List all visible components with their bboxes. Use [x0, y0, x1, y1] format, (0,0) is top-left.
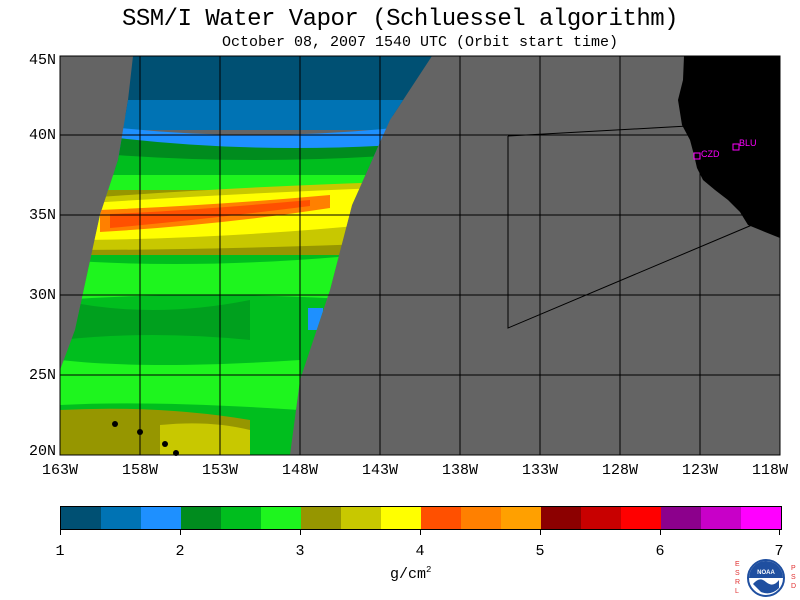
logo-center-text: NOAA [757, 570, 775, 576]
lat-label: 35N [28, 207, 56, 224]
logo-left-text: E [735, 561, 740, 568]
units-label: g/cm2 [390, 565, 431, 583]
lon-label: 123W [681, 462, 718, 479]
color-scale-bar [60, 506, 782, 530]
colorbar-segment [541, 507, 581, 529]
colorbar-segment [61, 507, 101, 529]
colorbar-tick [180, 529, 181, 535]
map-frame [59, 55, 781, 456]
lat-label: 30N [28, 287, 56, 304]
lat-label: 25N [28, 367, 56, 384]
colorbar-segment [181, 507, 221, 529]
colorbar-segment [301, 507, 341, 529]
units-base: g/cm [390, 566, 427, 583]
colorbar-segment [581, 507, 621, 529]
colorbar-tick [540, 529, 541, 535]
map-subtitle: October 08, 2007 1540 UTC (Orbit start t… [221, 34, 619, 51]
lat-label: 45N [28, 52, 56, 69]
lon-label: 158W [121, 462, 158, 479]
colorbar-label: 4 [415, 543, 425, 560]
colorbar-segment [661, 507, 701, 529]
map-title: SSM/I Water Vapor (Schluessel algorithm) [121, 6, 679, 33]
svg-text:R: R [735, 579, 740, 586]
svg-text:S: S [735, 570, 740, 577]
station-blu: BLU [732, 138, 757, 151]
colorbar-segment [261, 507, 301, 529]
lon-label: 118W [751, 462, 788, 479]
colorbar-segment [101, 507, 141, 529]
lon-label: 143W [361, 462, 398, 479]
colorbar-segment [341, 507, 381, 529]
colorbar-segment [221, 507, 261, 529]
lon-label: 153W [201, 462, 238, 479]
lon-label: 148W [281, 462, 318, 479]
region-outline [507, 136, 753, 329]
colorbar-segment [741, 507, 781, 529]
lat-label: 40N [28, 127, 56, 144]
colorbar-segment [501, 507, 541, 529]
svg-text:P: P [791, 565, 796, 572]
land-mass [678, 56, 780, 238]
colorbar-segment [421, 507, 461, 529]
colorbar-segment [461, 507, 501, 529]
svg-text:S: S [791, 574, 796, 581]
lon-label: 133W [521, 462, 558, 479]
graticule [60, 56, 780, 455]
colorbar-label: 1 [55, 543, 65, 560]
noaa-logo: E S R L P S D NOAA [735, 559, 796, 597]
colorbar-segment [701, 507, 741, 529]
colorbar-label: 7 [774, 543, 784, 560]
station-label: BLU [739, 138, 757, 148]
colorbar-tick [779, 529, 780, 535]
lon-label: 138W [441, 462, 478, 479]
colorbar-tick [60, 529, 61, 535]
colorbar-segment [141, 507, 181, 529]
lon-label: 128W [601, 462, 638, 479]
colorbar-label: 2 [175, 543, 185, 560]
colorbar-segment [621, 507, 661, 529]
colorbar-label: 5 [535, 543, 545, 560]
lat-label: 20N [28, 443, 56, 460]
colorbar-label: 3 [295, 543, 305, 560]
svg-text:D: D [791, 583, 796, 590]
colorbar-tick [660, 529, 661, 535]
colorbar-label: 6 [655, 543, 665, 560]
svg-text:L: L [735, 588, 739, 595]
station-label: CZD [701, 149, 720, 159]
lon-label: 163W [41, 462, 78, 479]
colorbar-segment [381, 507, 421, 529]
colorbar-tick [300, 529, 301, 535]
units-exponent: 2 [426, 565, 432, 575]
station-czd: CZD [693, 149, 720, 160]
colorbar-tick [420, 529, 421, 535]
